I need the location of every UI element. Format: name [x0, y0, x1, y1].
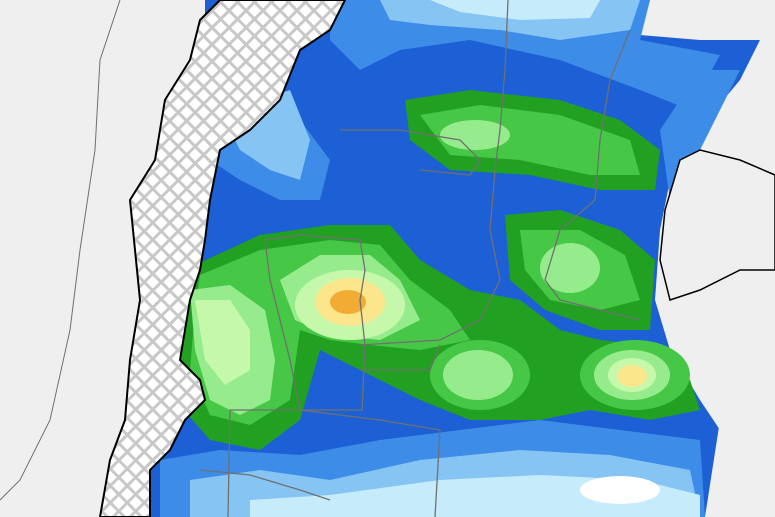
precip-lightgreen-n: [440, 120, 510, 150]
precip-yellow-se: [617, 365, 647, 387]
precip-orange-max: [330, 290, 366, 314]
masked-terrain-andes: [98, 0, 347, 517]
precip-lightgreen-e: [540, 243, 600, 293]
province-borders: [199, 0, 641, 517]
precip-white-spot: [580, 476, 660, 504]
land-bottom-right: [705, 410, 775, 517]
precip-palegreen-west: [195, 300, 250, 385]
precip-lightgreen-s: [443, 350, 513, 400]
country-uruguay: [659, 149, 775, 301]
country-border-chile: [0, 0, 121, 501]
precip-paleblue-north: [430, 0, 600, 20]
